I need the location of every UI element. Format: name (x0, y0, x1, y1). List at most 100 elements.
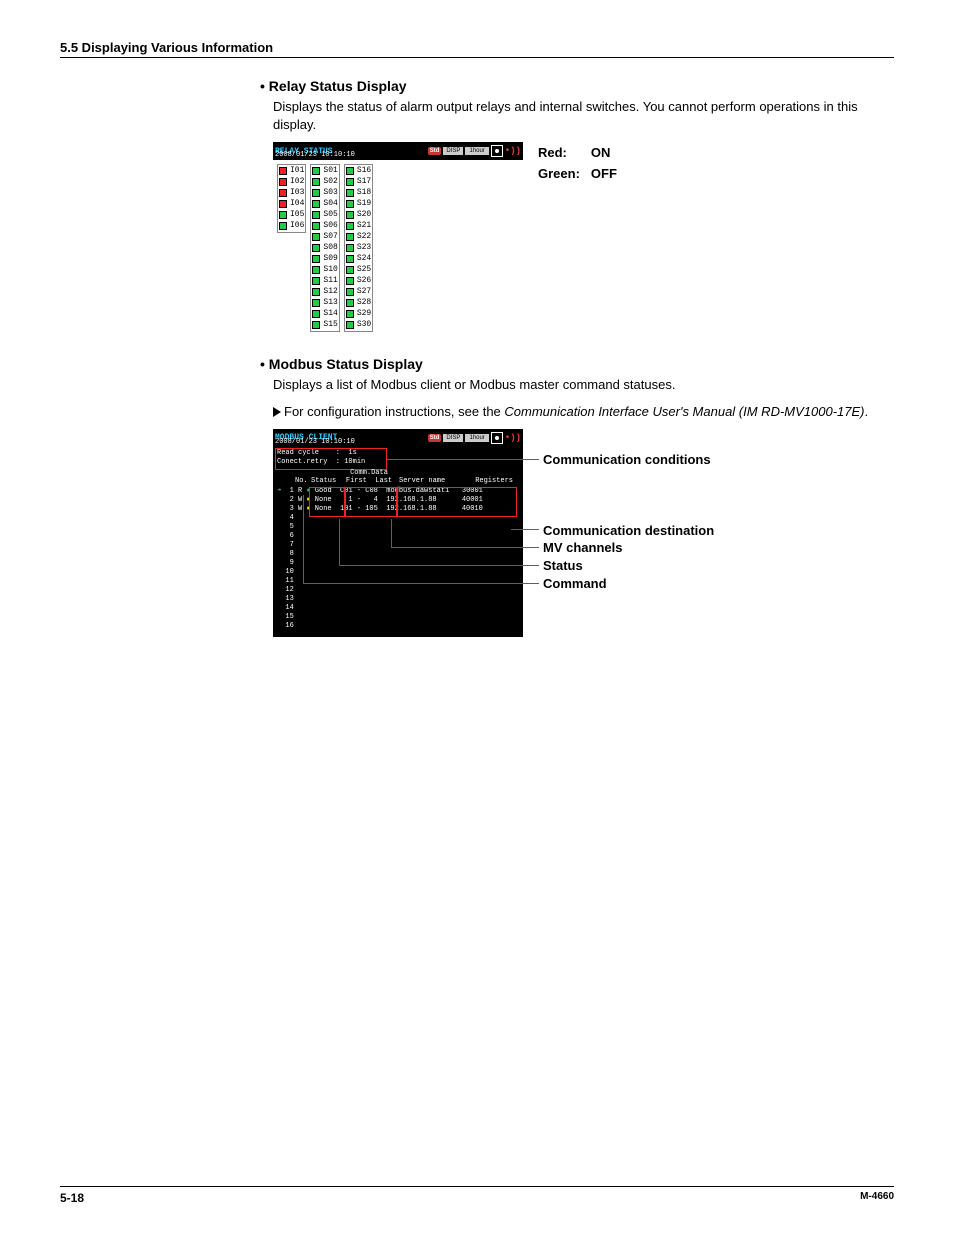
relay-item-label: S30 (357, 320, 371, 330)
relay-item-label: I03 (290, 188, 304, 198)
time-label: 1hour (465, 147, 488, 155)
relay-col-1: I01I02I03I04I05I06 (277, 164, 306, 233)
sound-icon: •)) (505, 146, 521, 156)
modbus-desc: Displays a list of Modbus client or Modb… (273, 376, 894, 394)
modbus-row: 8 (277, 550, 519, 559)
relay-item: I04 (279, 199, 304, 209)
relay-item-label: S24 (357, 254, 371, 264)
relay-item-label: S01 (323, 166, 337, 176)
modbus-ref-prefix: For configuration instructions, see the (284, 404, 504, 419)
record-icon (491, 145, 503, 157)
modbus-row: 5 (277, 523, 519, 532)
relay-item: S27 (346, 287, 371, 297)
disp-button[interactable]: DISP (443, 434, 463, 442)
modbus-row: 6 (277, 532, 519, 541)
green-square-icon (312, 266, 320, 274)
callout-drop-command (303, 495, 304, 583)
callout-line-channels (391, 547, 539, 548)
green-square-icon (312, 200, 320, 208)
relay-item: S26 (346, 276, 371, 286)
modbus-row: 2 W ● None 1 - 4 192.168.1.88 40001 (277, 496, 519, 505)
callout-drop-channels (391, 519, 392, 547)
green-square-icon (312, 222, 320, 230)
relay-item-label: S03 (323, 188, 337, 198)
relay-item-label: S27 (357, 287, 371, 297)
modbus-body: Read cycle : 1s Conect.retry : 10min No.… (273, 447, 523, 637)
relay-item-label: I05 (290, 210, 304, 220)
relay-item: S06 (312, 221, 337, 231)
callout-drop-status (339, 519, 340, 565)
relay-item: S23 (346, 243, 371, 253)
relay-item: S22 (346, 232, 371, 242)
callout-conditions: Communication conditions (543, 452, 711, 468)
page-number: 5-18 (60, 1191, 84, 1205)
relay-item: S17 (346, 177, 371, 187)
modbus-row: 3 W ● None 101 - 105 192.168.1.88 40010 (277, 505, 519, 514)
callout-destination: Communication destination (543, 523, 714, 539)
green-square-icon (346, 266, 354, 274)
relay-item-label: S16 (357, 166, 371, 176)
relay-item-label: S13 (323, 298, 337, 308)
relay-item-label: S06 (323, 221, 337, 231)
relay-item-label: I02 (290, 177, 304, 187)
relay-item: S01 (312, 166, 337, 176)
green-square-icon (346, 288, 354, 296)
relay-item: S04 (312, 199, 337, 209)
green-square-icon (346, 321, 354, 329)
relay-item-label: S08 (323, 243, 337, 253)
green-square-icon (312, 321, 320, 329)
green-square-icon (312, 299, 320, 307)
relay-item-label: S12 (323, 287, 337, 297)
relay-item-label: S19 (357, 199, 371, 209)
modbus-ref-suffix: . (865, 404, 869, 419)
relay-item: I06 (279, 221, 304, 231)
relay-body: I01I02I03I04I05I06 S01S02S03S04S05S06S07… (273, 160, 523, 336)
legend-green-label: Green: (537, 165, 588, 184)
relay-titlebar: RELAY STATUS 2008/01/23 10:10:10 Std DIS… (273, 142, 523, 160)
relay-item-label: S04 (323, 199, 337, 209)
relay-item-label: I06 (290, 221, 304, 231)
green-square-icon (312, 233, 320, 241)
green-square-icon (346, 211, 354, 219)
relay-item: S20 (346, 210, 371, 220)
relay-item-label: S20 (357, 210, 371, 220)
relay-item: S16 (346, 166, 371, 176)
modbus-rows: ➜ 1 R ● Good C01 - C08 modbus.dawstat1 3… (277, 487, 519, 631)
modbus-title: Modbus Status Display (260, 356, 894, 372)
callout-line-status (339, 565, 539, 566)
relay-item: S08 (312, 243, 337, 253)
relay-item: S05 (312, 210, 337, 220)
modbus-titlebar: MODBUS CLIENT 2008/01/23 10:10:10 Std DI… (273, 429, 523, 447)
relay-col-3: S16S17S18S19S20S21S22S23S24S25S26S27S28S… (344, 164, 373, 332)
green-square-icon (346, 255, 354, 263)
relay-item: I01 (279, 166, 304, 176)
green-square-icon (312, 310, 320, 318)
modbus-row: 16 (277, 622, 519, 631)
green-square-icon (346, 189, 354, 197)
time-label: 1hour (465, 434, 488, 442)
red-square-icon (279, 167, 287, 175)
sound-icon: •)) (505, 433, 521, 443)
relay-item: I02 (279, 177, 304, 187)
legend-red-value: ON (590, 144, 625, 163)
modbus-row: 9 (277, 559, 519, 568)
relay-item-label: S18 (357, 188, 371, 198)
relay-item: S15 (312, 320, 337, 330)
modbus-row: 4 (277, 514, 519, 523)
relay-item-label: S17 (357, 177, 371, 187)
relay-item: S30 (346, 320, 371, 330)
callout-status: Status (543, 558, 583, 574)
relay-item: S11 (312, 276, 337, 286)
std-badge-icon: Std (428, 434, 442, 442)
disp-button[interactable]: DISP (443, 147, 463, 155)
relay-item: S02 (312, 177, 337, 187)
modbus-ref: For configuration instructions, see the … (273, 403, 894, 421)
relay-item-label: S14 (323, 309, 337, 319)
green-square-icon (312, 189, 320, 197)
modbus-row: 11 (277, 577, 519, 586)
relay-item-label: I01 (290, 166, 304, 176)
legend-green-value: OFF (590, 165, 625, 184)
relay-item: S07 (312, 232, 337, 242)
relay-title: Relay Status Display (260, 78, 894, 94)
green-square-icon (312, 211, 320, 219)
